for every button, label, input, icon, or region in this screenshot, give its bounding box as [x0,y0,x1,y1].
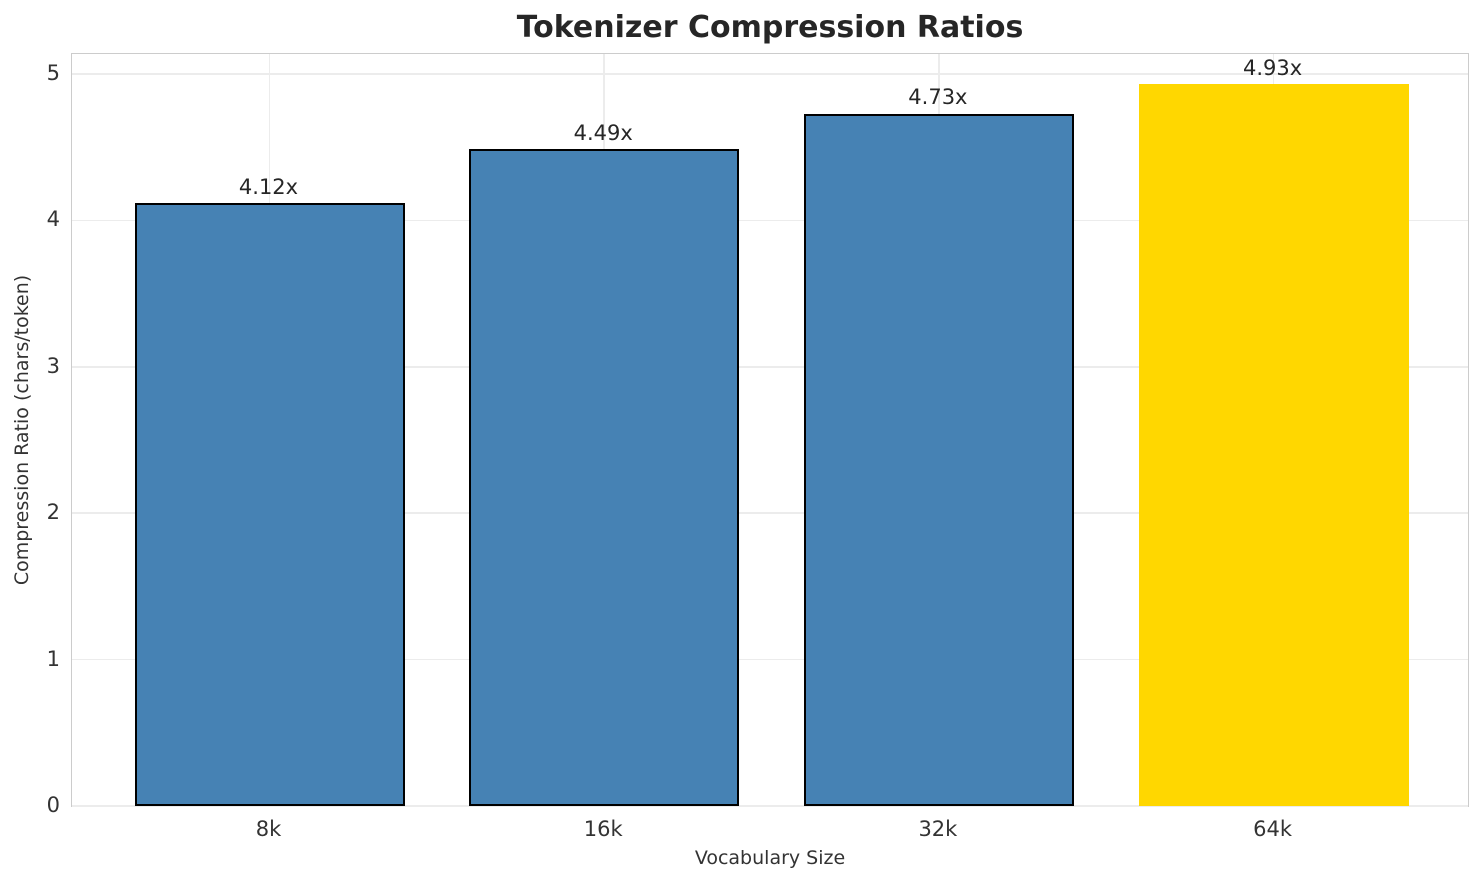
gridline-horizontal [72,73,1468,75]
gridline-horizontal [72,512,1468,514]
bar-16k [469,148,740,806]
gridline-horizontal [72,219,1468,222]
y-tick-label: 2 [46,500,60,525]
plot-area [71,53,1469,807]
bar-32k [803,113,1074,806]
x-tick-label: 8k [255,817,282,841]
bar-value-label: 4.93x [1243,56,1303,81]
x-tick-label: 32k [918,817,958,841]
bar-value-label: 4.73x [908,85,968,110]
bar-value-label: 4.49x [573,120,633,145]
bar-value-label: 4.12x [238,174,299,199]
y-tick-label: 4 [46,207,60,232]
y-tick-label: 0 [46,793,60,817]
y-tick-label: 1 [46,646,60,671]
gridline-horizontal [72,658,1468,661]
x-tick-label: 64k [1253,817,1293,841]
y-tick-label: 5 [46,60,60,85]
gridline-horizontal [72,805,1468,807]
gridline-horizontal [72,366,1468,368]
x-axis-label: Vocabulary Size [694,847,846,869]
x-tick-label: 16k [583,817,623,841]
chart-title: Tokenizer Compression Ratios [516,10,1024,45]
y-tick-label: 3 [46,353,60,378]
bar-8k [134,202,405,806]
y-axis-label: Compression Ratio (chars/token) [11,274,33,586]
bar-64k [1138,84,1409,806]
